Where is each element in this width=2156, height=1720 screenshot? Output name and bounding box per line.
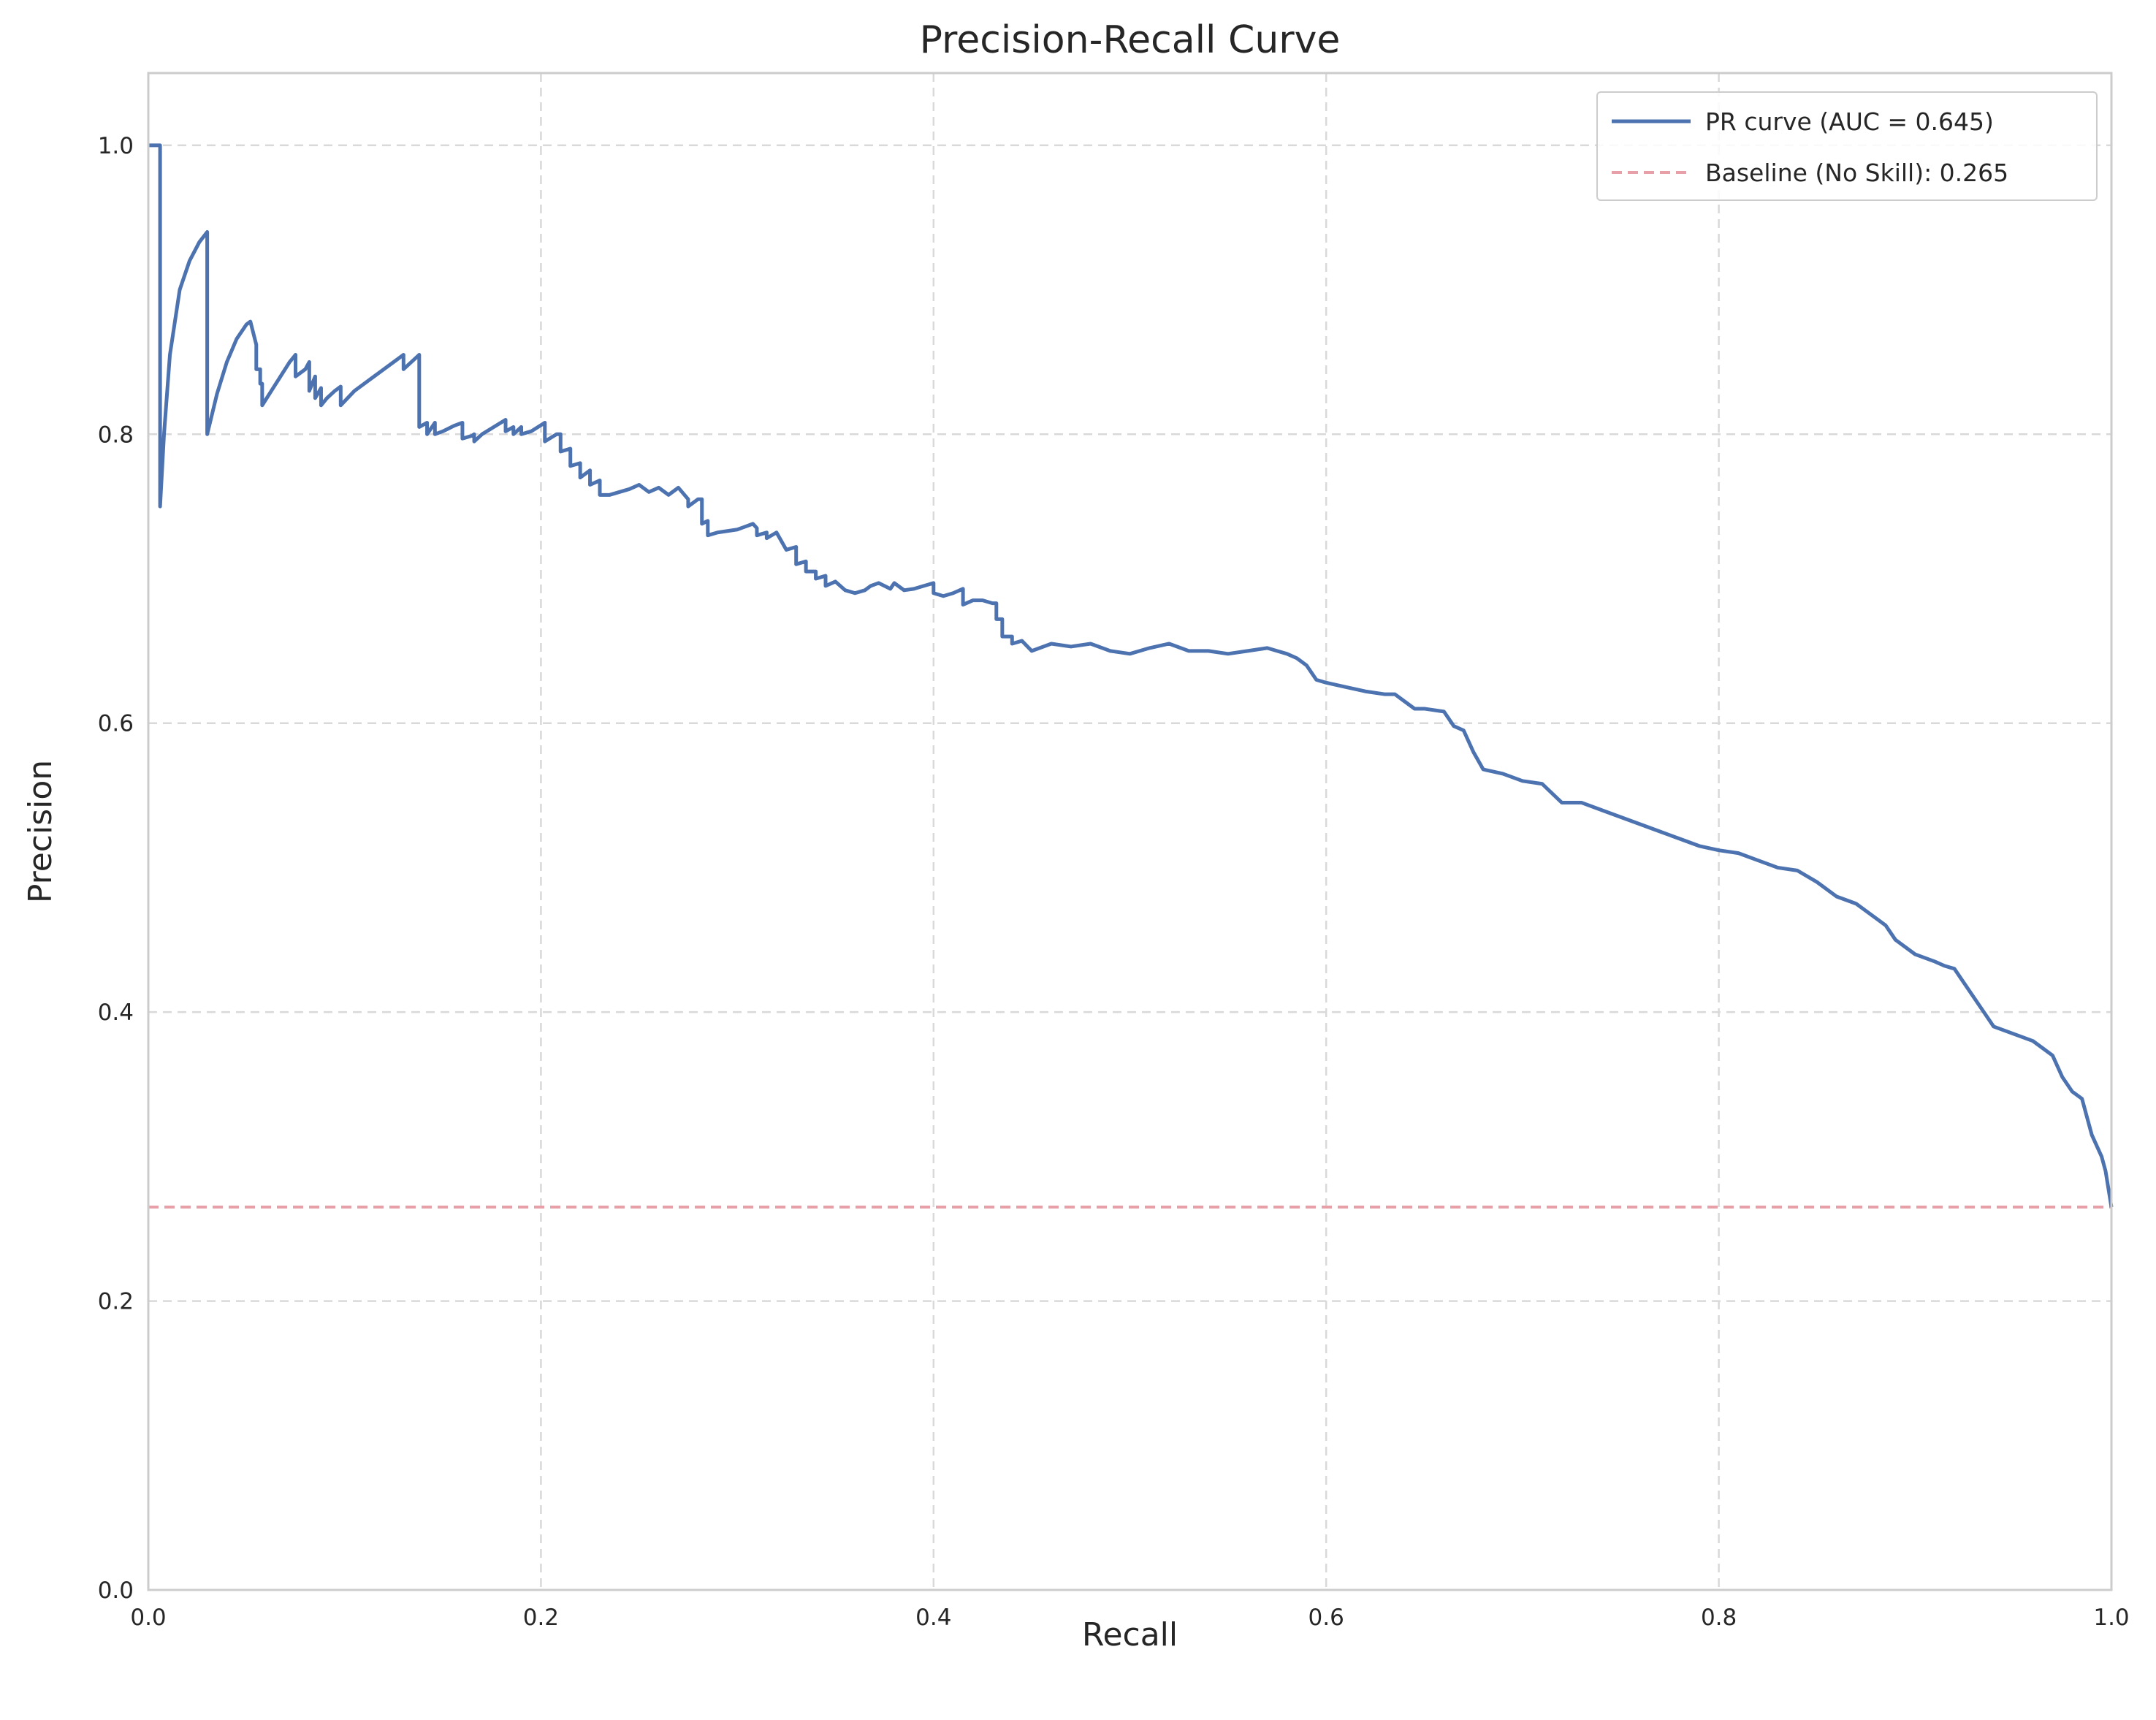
y-axis-title: Precision — [22, 760, 59, 903]
legend-box — [1596, 91, 2098, 201]
plot-frame — [147, 72, 2113, 1591]
y-tick-label: 0.6 — [98, 711, 134, 737]
y-tick-label: 0.4 — [98, 1000, 134, 1026]
grid-lines — [148, 73, 2111, 1590]
x-tick-label: 0.6 — [1309, 1605, 1344, 1631]
y-tick-label: 1.0 — [98, 133, 134, 159]
legend-label-pr-curve: PR curve (AUC = 0.645) — [1705, 107, 1994, 136]
y-tick-label: 0.8 — [98, 422, 134, 448]
chart-title: Precision-Recall Curve — [920, 18, 1341, 62]
y-tick-label: 0.2 — [98, 1289, 134, 1315]
x-tick-label: 1.0 — [2093, 1605, 2129, 1631]
legend: PR curve (AUC = 0.645) Baseline (No Skil… — [1596, 91, 2098, 201]
x-tick-label: 0.8 — [1701, 1605, 1737, 1631]
pr-curve-line — [148, 143, 2114, 1208]
plot-series — [148, 143, 2114, 1209]
tick-labels: 0.0 0.2 0.4 0.6 0.8 1.0 0.0 0.2 0.4 0.6 0.8 1.0 — [98, 133, 2130, 1631]
x-tick-label: 0.2 — [523, 1605, 559, 1631]
x-tick-label: 0.4 — [915, 1605, 951, 1631]
x-tick-label: 0.0 — [130, 1605, 166, 1631]
x-axis-title: Recall — [1082, 1616, 1178, 1654]
y-tick-label: 0.0 — [98, 1578, 134, 1604]
legend-label-baseline: Baseline (No Skill): 0.265 — [1705, 159, 2008, 187]
